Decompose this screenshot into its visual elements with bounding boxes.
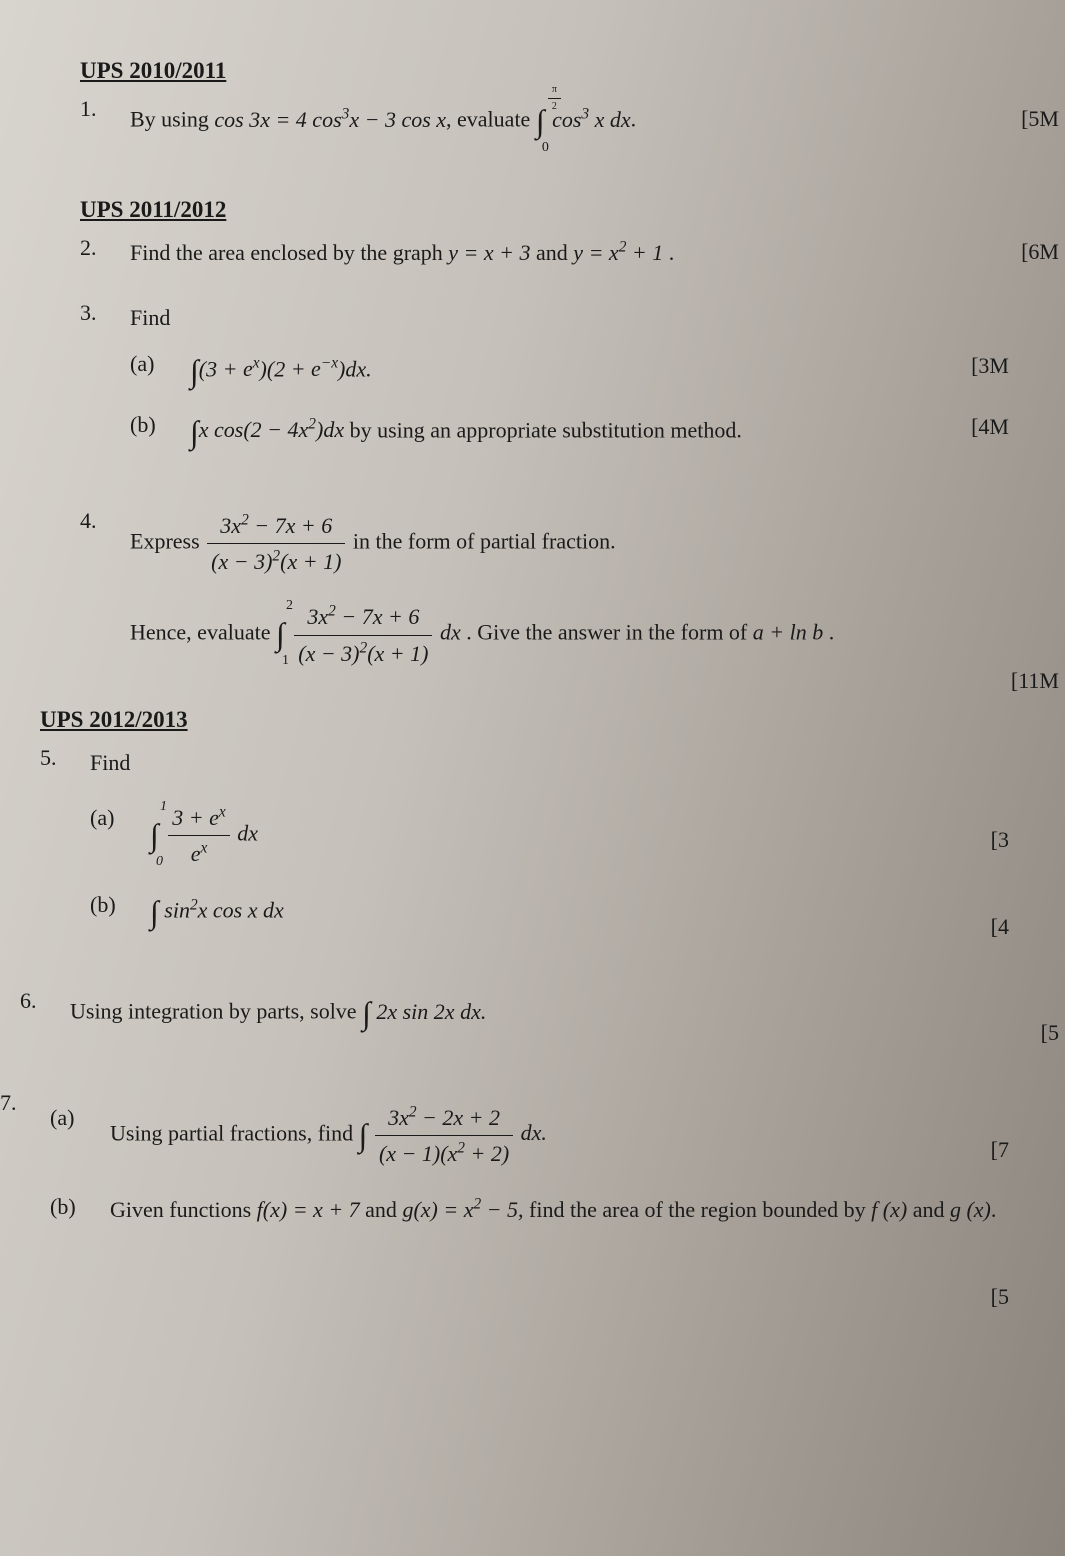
q4-body: Express 3x2 − 7x + 6 (x − 3)2(x + 1) in … [130, 508, 1065, 671]
q3-body: Find (a) ∫(3 + ex)(2 + e−x)dx. [3M (b) ∫… [130, 300, 1065, 468]
q7-number: 7. [0, 1090, 50, 1116]
q3b-marks: [4M [971, 409, 1015, 444]
q1-identity: cos 3x = 4 cos3x − 3 cos x [214, 107, 446, 132]
q3b-content: ∫x cos(2 − 4x2)dx by using an appropriat… [190, 407, 1015, 458]
q1-body: By using cos 3x = 4 cos3x − 3 cos x, eva… [130, 96, 1065, 147]
q2-pre: Find the area enclosed by the graph [130, 240, 448, 265]
q4-hence-post: . Give the answer in the form of [466, 620, 753, 645]
q7b-pre: Given functions [110, 1197, 257, 1222]
q4-form: a + ln b [753, 620, 823, 645]
q5a-expr: ∫ 1 0 3 + ex ex dx [150, 800, 1015, 871]
q7b-g: g(x) = x2 − 5 [402, 1197, 518, 1222]
q3b-label: (b) [130, 407, 190, 458]
q5a-label: (a) [90, 800, 150, 871]
q7b-fx: f (x) [871, 1197, 907, 1222]
q7b-post: , find the area of the region bounded by [518, 1197, 871, 1222]
q7a-pre: Using partial fractions, find [110, 1120, 359, 1145]
q4-mid: in the form of partial fraction. [353, 529, 616, 554]
q1-mid: , evaluate [446, 107, 536, 132]
q7b-content: Given functions f(x) = x + 7 and g(x) = … [110, 1189, 1015, 1231]
q3b: (b) ∫x cos(2 − 4x2)dx by using an approp… [130, 407, 1015, 458]
q7a-content: Using partial fractions, find ∫ 3x2 − 2x… [110, 1100, 1015, 1171]
q2-end: . [669, 240, 675, 265]
q6-number: 6. [20, 988, 70, 1014]
q5b: (b) ∫ sin2x cos x dx [4 [90, 887, 1015, 938]
q5-intro: Find [90, 745, 1015, 780]
q5b-marks: [4 [991, 909, 1015, 944]
section-header-2012: UPS 2012/2013 [40, 707, 1065, 733]
question-7: 7. (a) Using partial fractions, find ∫ 3… [0, 1090, 1065, 1241]
q5-body: Find (a) ∫ 1 0 3 + ex ex dx [3 (b) ∫ sin… [90, 745, 1065, 949]
q6-body: Using integration by parts, solve ∫ 2x s… [70, 988, 1065, 1039]
q6-pre: Using integration by parts, solve [70, 999, 362, 1024]
question-3: 3. Find (a) ∫(3 + ex)(2 + e−x)dx. [3M (b… [80, 300, 1065, 468]
question-4: 4. Express 3x2 − 7x + 6 (x − 3)2(x + 1) … [80, 508, 1065, 671]
q4-end: . [829, 620, 835, 645]
q3a: (a) ∫(3 + ex)(2 + e−x)dx. [3M [130, 346, 1015, 397]
q7a: (a) Using partial fractions, find ∫ 3x2 … [50, 1100, 1015, 1171]
q1-integrand: cos3 x dx [552, 107, 631, 132]
q1-marks: [5M [1021, 106, 1065, 132]
q6-expr: ∫ 2x sin 2x dx. [362, 999, 486, 1024]
q7b-gx: g (x) [950, 1197, 991, 1222]
q1-integral: ∫ π2 0 [536, 96, 545, 147]
q5b-label: (b) [90, 887, 150, 938]
q2-marks: [6M [1021, 239, 1065, 265]
q7b-marks: [5 [991, 1279, 1015, 1314]
q4-number: 4. [80, 508, 130, 534]
q3-number: 3. [80, 300, 130, 326]
question-2: 2. Find the area enclosed by the graph y… [80, 235, 1065, 270]
q5a: (a) ∫ 1 0 3 + ex ex dx [3 [90, 800, 1015, 871]
q2-eq1: y = x + 3 [448, 240, 536, 265]
q3a-label: (a) [130, 346, 190, 397]
q7b-mid: and [365, 1197, 402, 1222]
q7b: (b) Given functions f(x) = x + 7 and g(x… [50, 1189, 1015, 1231]
q4-marks: [11M [1011, 668, 1065, 694]
q6-marks: [5 [1041, 1020, 1065, 1046]
q3a-marks: [3M [971, 348, 1015, 383]
q4-hence-pre: Hence, evaluate [130, 620, 276, 645]
q3b-post: by using an appropriate substitution met… [350, 417, 742, 442]
section-header-2010: UPS 2010/2011 [80, 58, 1065, 84]
q2-number: 2. [80, 235, 130, 261]
section-header-2011: UPS 2011/2012 [80, 197, 1065, 223]
q2-eq2: y = x2 + 1 [573, 240, 668, 265]
q1-pre: By using [130, 107, 214, 132]
q7a-marks: [7 [991, 1132, 1015, 1167]
q3-intro: Find [130, 300, 1015, 335]
q7b-f: f(x) = x + 7 [257, 1197, 360, 1222]
q5b-expr: ∫ sin2x cos x dx [150, 887, 1015, 938]
q4-frac: 3x2 − 7x + 6 (x − 3)2(x + 1) [207, 508, 345, 579]
q4-pre: Express [130, 529, 205, 554]
question-5: 5. Find (a) ∫ 1 0 3 + ex ex dx [3 (b) [40, 745, 1065, 949]
q3a-expr: ∫(3 + ex)(2 + e−x)dx. [190, 346, 1015, 397]
q2-mid: and [536, 240, 573, 265]
q4-integral: ∫ 2 1 [276, 609, 285, 660]
q2-body: Find the area enclosed by the graph y = … [130, 235, 1065, 270]
q7b-and: and [913, 1197, 950, 1222]
question-1: 1. By using cos 3x = 4 cos3x − 3 cos x, … [80, 96, 1065, 147]
q7b-label: (b) [50, 1189, 110, 1231]
q1-number: 1. [80, 96, 130, 122]
q4-frac2: 3x2 − 7x + 6 (x − 3)2(x + 1) [294, 599, 432, 670]
q5-number: 5. [40, 745, 90, 771]
q5a-marks: [3 [991, 822, 1015, 857]
q7a-label: (a) [50, 1100, 110, 1171]
q7-body: (a) Using partial fractions, find ∫ 3x2 … [50, 1090, 1065, 1241]
question-6: 6. Using integration by parts, solve ∫ 2… [20, 988, 1065, 1039]
